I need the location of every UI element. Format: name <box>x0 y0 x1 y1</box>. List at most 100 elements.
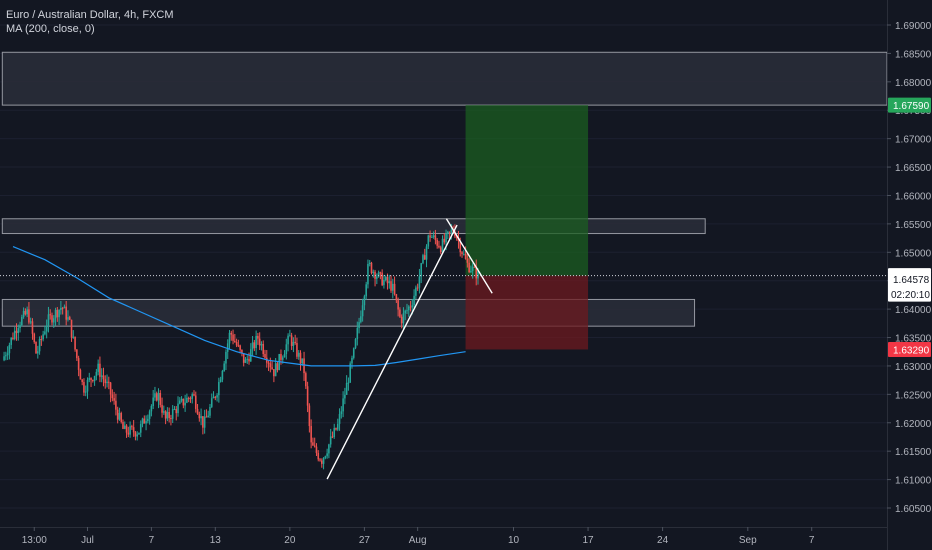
candle[interactable] <box>422 253 424 265</box>
candle[interactable] <box>308 403 311 433</box>
candle[interactable] <box>376 273 378 285</box>
candle[interactable] <box>216 393 218 402</box>
candle[interactable] <box>180 396 183 403</box>
candle[interactable] <box>429 230 431 242</box>
candle[interactable] <box>157 388 160 409</box>
candle[interactable] <box>395 293 398 303</box>
candle[interactable] <box>292 337 295 353</box>
candle[interactable] <box>131 424 133 430</box>
candle[interactable] <box>210 393 213 409</box>
candle[interactable] <box>100 368 103 383</box>
candle[interactable] <box>239 344 241 354</box>
candle[interactable] <box>347 377 350 391</box>
candle[interactable] <box>72 330 75 339</box>
candle[interactable] <box>290 332 293 350</box>
candle[interactable] <box>271 360 273 370</box>
candle[interactable] <box>367 259 369 289</box>
candle[interactable] <box>326 448 328 459</box>
candle[interactable] <box>47 306 50 333</box>
candle[interactable] <box>44 325 46 336</box>
candle[interactable] <box>360 310 362 324</box>
candle[interactable] <box>257 332 259 345</box>
candle[interactable] <box>19 321 21 333</box>
candle[interactable] <box>54 307 57 326</box>
candle[interactable] <box>377 270 380 278</box>
candle[interactable] <box>154 386 156 401</box>
candle[interactable] <box>31 318 34 340</box>
candle[interactable] <box>423 248 426 260</box>
candle[interactable] <box>313 437 316 448</box>
candle[interactable] <box>147 414 149 424</box>
candle[interactable] <box>76 349 78 361</box>
candle[interactable] <box>145 415 147 431</box>
candle[interactable] <box>273 369 275 383</box>
candle[interactable] <box>420 262 422 284</box>
candle[interactable] <box>194 391 197 413</box>
candle[interactable] <box>299 350 302 371</box>
candle[interactable] <box>113 391 115 405</box>
trendline-1[interactable] <box>326 224 458 480</box>
candle[interactable] <box>219 376 222 383</box>
candle[interactable] <box>90 377 92 388</box>
candle[interactable] <box>214 395 217 401</box>
candle[interactable] <box>250 343 252 362</box>
candle[interactable] <box>432 231 435 239</box>
candle[interactable] <box>207 410 209 418</box>
candle[interactable] <box>443 233 446 245</box>
candle[interactable] <box>436 238 438 249</box>
loss-zone[interactable] <box>465 275 589 350</box>
candle[interactable] <box>223 360 225 372</box>
candle[interactable] <box>372 269 375 278</box>
candle[interactable] <box>132 420 135 437</box>
candle[interactable] <box>150 404 153 417</box>
candle[interactable] <box>463 249 465 256</box>
candle[interactable] <box>108 376 110 390</box>
symbol-title[interactable]: Euro / Australian Dollar, 4h, FXCM <box>6 9 174 21</box>
target-price-badge[interactable] <box>888 97 931 113</box>
candle[interactable] <box>306 381 309 413</box>
candle[interactable] <box>51 312 53 326</box>
candle[interactable] <box>116 406 119 424</box>
candle[interactable] <box>471 262 474 279</box>
candle[interactable] <box>164 410 167 425</box>
candle[interactable] <box>152 390 154 410</box>
candle[interactable] <box>138 432 140 435</box>
candle[interactable] <box>196 404 199 415</box>
candle[interactable] <box>253 339 256 352</box>
candle[interactable] <box>438 240 440 249</box>
candle[interactable] <box>17 324 20 341</box>
candle[interactable] <box>468 257 470 274</box>
candle[interactable] <box>312 437 314 446</box>
candle[interactable] <box>363 294 366 311</box>
candle[interactable] <box>427 234 430 249</box>
candle[interactable] <box>184 394 186 412</box>
candle[interactable] <box>21 314 23 327</box>
candle[interactable] <box>92 379 94 383</box>
candle[interactable] <box>336 418 339 432</box>
candle[interactable] <box>235 338 238 348</box>
candle[interactable] <box>161 397 163 418</box>
candle[interactable] <box>294 334 296 345</box>
candle[interactable] <box>237 339 240 348</box>
candle[interactable] <box>86 377 89 399</box>
candle[interactable] <box>319 458 321 462</box>
candle[interactable] <box>60 300 62 315</box>
candle[interactable] <box>115 393 117 416</box>
candle[interactable] <box>203 409 206 434</box>
candle[interactable] <box>186 393 188 404</box>
indicator-label[interactable]: MA (200, close, 0) <box>6 23 95 35</box>
candle[interactable] <box>120 411 123 424</box>
candle[interactable] <box>205 409 208 418</box>
candle[interactable] <box>390 275 392 293</box>
candle[interactable] <box>287 333 289 352</box>
candle[interactable] <box>63 304 66 309</box>
candle[interactable] <box>22 307 25 319</box>
candle[interactable] <box>251 336 254 357</box>
candle[interactable] <box>425 244 428 268</box>
candle[interactable] <box>84 385 87 397</box>
candle[interactable] <box>328 443 330 459</box>
candle[interactable] <box>109 381 112 403</box>
candle[interactable] <box>315 443 318 456</box>
candle[interactable] <box>242 353 245 367</box>
